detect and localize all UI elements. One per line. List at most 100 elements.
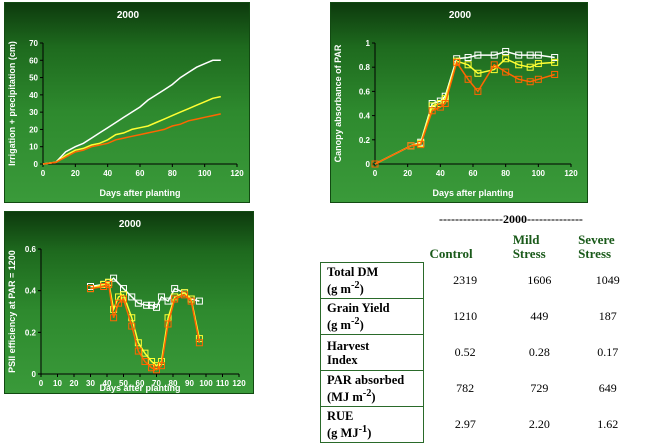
row-label-text-2: Index xyxy=(327,352,358,367)
data-point-marker xyxy=(490,51,498,59)
y-tick-label: 0.6 xyxy=(25,245,37,254)
x-tick-label: 60 xyxy=(136,169,145,178)
data-point-marker xyxy=(141,349,149,357)
x-tick-label: 80 xyxy=(168,169,177,178)
row-unit-close: ) xyxy=(359,318,364,333)
y-axis-label: PSII efficiency at PAR = 1200 xyxy=(7,250,17,373)
y-tick-label: 0.8 xyxy=(359,63,371,72)
x-tick-label: 40 xyxy=(103,379,112,388)
data-point-marker xyxy=(120,295,127,303)
row-label-grain-yield: Grain Yield (g m-2) xyxy=(320,298,424,335)
data-point-marker xyxy=(134,299,142,307)
x-tick-label: 0 xyxy=(41,169,46,178)
x-tick-label: 80 xyxy=(501,169,510,178)
data-point-marker xyxy=(164,320,172,328)
header-corner xyxy=(321,226,424,263)
row-label-text: Grain Yield xyxy=(327,300,390,315)
cell-total-dm-severe: 1049 xyxy=(595,273,620,287)
x-tick-label: 40 xyxy=(436,169,445,178)
y-tick-label: 0 xyxy=(366,160,371,169)
yield-summary-table: ----------------2000-------------- Contr… xyxy=(320,212,644,443)
x-tick-label: 80 xyxy=(169,379,178,388)
chart-title: 2000 xyxy=(449,10,472,21)
data-point-marker xyxy=(428,107,436,115)
cell-rue-control: 2.97 xyxy=(454,417,476,431)
data-point-marker xyxy=(551,58,559,66)
cell-rue-mild: 2.20 xyxy=(528,417,550,431)
data-point-marker xyxy=(417,141,425,149)
par-absorbance-chart-panel: 2000 0 20 40 60 80 100 120 0 0.2 0.4 0.6 0.8 1 Days af… xyxy=(330,2,588,203)
header-severe-label-2: Stress xyxy=(578,245,612,261)
data-point-marker xyxy=(526,63,534,71)
series-line-1 xyxy=(374,57,555,165)
row-unit-exponent: -2 xyxy=(350,315,360,327)
row-unit-exponent: -1 xyxy=(358,423,368,435)
y-tick-label: 30 xyxy=(29,108,38,117)
row-label-text: Total DM xyxy=(327,264,379,279)
data-point-marker xyxy=(171,295,179,303)
cell-harvest-index-mild: 0.28 xyxy=(528,345,550,359)
series-line-2 xyxy=(374,60,555,165)
x-tick-label: 120 xyxy=(230,169,244,178)
y-tick-label: 10 xyxy=(29,143,38,152)
cell-harvest-index-severe: 0.17 xyxy=(597,345,619,359)
x-tick-label: 110 xyxy=(216,379,229,388)
cell-grain-yield-mild: 449 xyxy=(530,309,549,323)
x-axis-label: Days after planting xyxy=(99,383,180,393)
x-axis-label: Days after planting xyxy=(432,188,513,198)
data-point-marker xyxy=(474,87,482,95)
cell-par-absorbed-control: 782 xyxy=(456,381,475,395)
cell-total-dm-mild: 1606 xyxy=(527,273,552,287)
row-unit-close: ) xyxy=(367,426,372,441)
data-point-marker xyxy=(153,362,160,370)
y-tick-label: 20 xyxy=(29,125,38,134)
row-label-text: PAR absorbed xyxy=(327,372,405,387)
x-tick-label: 50 xyxy=(119,379,128,388)
table-row-par-absorbed: PAR absorbed (MJ m-2) 782 729 649 xyxy=(320,370,644,407)
row-unit-text: (g m xyxy=(327,318,351,333)
y-tick-label: 0.2 xyxy=(25,328,37,337)
cell-rue-severe: 1.62 xyxy=(597,417,619,431)
data-point-marker xyxy=(526,78,534,86)
data-point-marker xyxy=(157,362,165,370)
table-row-rue: RUE (g MJ-1) 2.97 2.20 1.62 xyxy=(320,406,644,443)
data-point-marker xyxy=(551,70,559,78)
x-tick-label: 100 xyxy=(199,379,213,388)
data-point-marker xyxy=(157,293,165,301)
table-row-harvest-index: Harvest Index 0.52 0.28 0.17 xyxy=(320,334,644,371)
series-line-0 xyxy=(374,50,555,165)
data-point-marker xyxy=(534,75,542,83)
y-tick-label: 70 xyxy=(29,39,38,48)
data-point-marker xyxy=(128,293,136,301)
x-tick-label: 90 xyxy=(185,379,194,388)
psii-efficiency-chart: 2000 0 10 20 30 40 50 60 70 80 90 100 110 120 0 0.2 0.4 0… xyxy=(7,219,246,393)
x-tick-label: 120 xyxy=(232,379,246,388)
y-tick-label: 0.4 xyxy=(359,112,371,121)
cell-harvest-index-control: 0.52 xyxy=(454,345,476,359)
data-point-marker xyxy=(181,291,189,299)
data-point-marker xyxy=(195,339,203,347)
data-point-marker xyxy=(502,68,510,76)
cell-total-dm-control: 2319 xyxy=(453,273,478,287)
data-point-marker xyxy=(195,297,203,305)
header-control-label: Control xyxy=(429,245,473,261)
y-tick-label: 0.4 xyxy=(25,287,37,296)
data-point-marker xyxy=(436,103,444,111)
x-tick-label: 70 xyxy=(152,379,161,388)
x-axis-label: Days after planting xyxy=(99,188,180,198)
x-tick-label: 0 xyxy=(39,379,44,388)
data-point-marker xyxy=(407,142,415,150)
row-label-text: Harvest xyxy=(327,338,370,353)
data-point-marker xyxy=(110,274,118,282)
cell-par-absorbed-mild: 729 xyxy=(530,381,549,395)
row-unit-text: (g MJ xyxy=(327,426,359,441)
x-tick-label: 100 xyxy=(198,169,212,178)
chart-title: 2000 xyxy=(117,10,140,21)
series-line-0 xyxy=(42,59,221,165)
x-tick-label: 40 xyxy=(103,169,112,178)
data-point-marker xyxy=(120,291,127,299)
y-tick-label: 0 xyxy=(32,370,37,379)
y-tick-label: 0.6 xyxy=(359,87,371,96)
row-unit-exponent: -2 xyxy=(350,279,360,291)
cell-par-absorbed-severe: 649 xyxy=(598,381,617,395)
